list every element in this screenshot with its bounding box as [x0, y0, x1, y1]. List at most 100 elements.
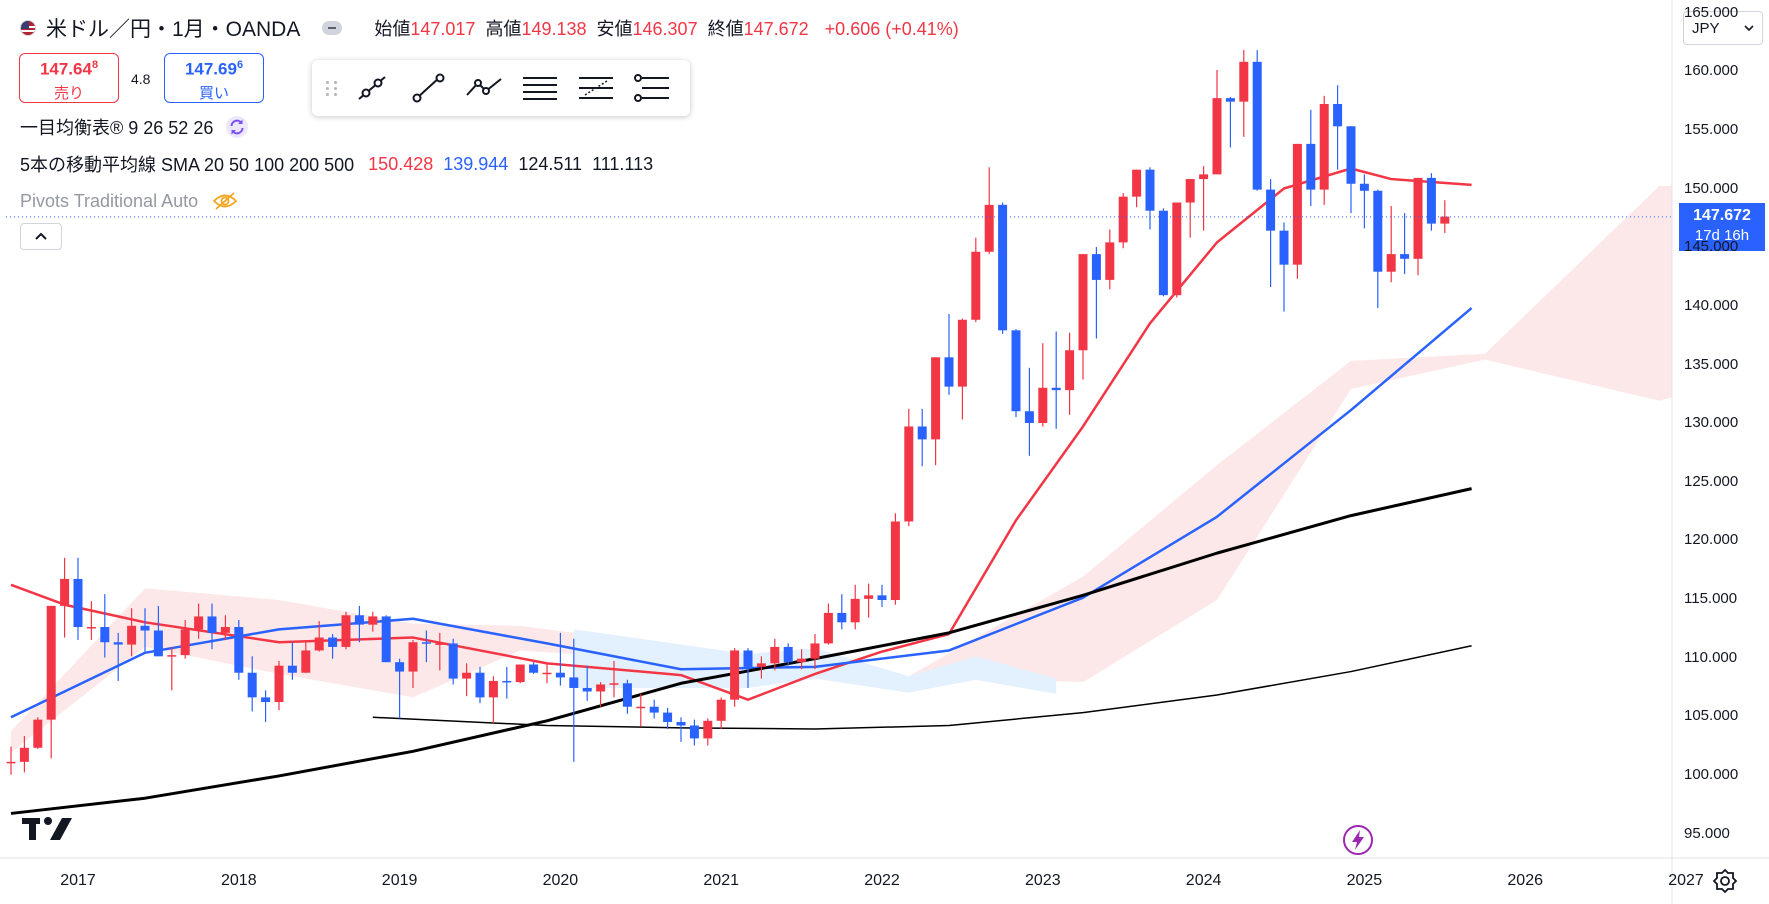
candle-body: [462, 672, 472, 679]
candle-body: [797, 658, 807, 663]
candle-body: [301, 650, 311, 673]
candle: [850, 584, 860, 630]
candle-body: [6, 761, 16, 764]
axis-settings-icon[interactable]: [1712, 868, 1738, 894]
candle: [1225, 96, 1235, 148]
y-tick-label: 95.000: [1684, 824, 1730, 842]
candle: [1440, 200, 1450, 234]
pitchfork-tool-icon[interactable]: [624, 68, 680, 108]
candle-body: [1386, 254, 1396, 272]
candle-body: [1266, 189, 1276, 231]
flash-icon[interactable]: [1342, 824, 1374, 856]
symbol-name[interactable]: 米ドル／円・1月・OANDA: [46, 18, 301, 41]
candle-body: [287, 665, 297, 673]
sma-legend[interactable]: 5本の移動平均線 SMA 20 50 100 200 500 150.428 1…: [20, 150, 653, 178]
candle: [529, 662, 539, 674]
candle-body: [1212, 98, 1222, 175]
candle: [810, 634, 820, 670]
symbol-legend: 米ドル／円・1月・OANDA 始値147.017 高値149.138 安値146…: [20, 12, 959, 44]
candle-body: [153, 630, 163, 657]
candle: [743, 648, 753, 688]
candle: [167, 646, 177, 691]
y-tick-label: 145.000: [1684, 238, 1739, 256]
currency-select[interactable]: JPY: [1683, 11, 1763, 45]
candle-body: [502, 680, 512, 683]
sell-button[interactable]: 147.648 売り: [19, 53, 119, 103]
candle: [636, 693, 646, 727]
hidden-eye-icon[interactable]: [212, 191, 238, 211]
y-tick-label: 150.000: [1684, 179, 1739, 197]
candle-body: [663, 712, 673, 722]
candle-body: [1091, 254, 1101, 280]
pivots-legend[interactable]: Pivots Traditional Auto: [20, 188, 238, 214]
drag-handle-icon[interactable]: [320, 80, 344, 96]
collapse-legend-button[interactable]: [20, 223, 62, 250]
trend-line-tool-icon[interactable]: [344, 68, 400, 108]
candle: [649, 699, 659, 719]
sma50-value: 139.944: [443, 153, 509, 174]
candle-body: [555, 672, 565, 678]
candle: [1279, 222, 1289, 312]
candle-body: [529, 664, 539, 673]
candle: [368, 611, 378, 632]
candle-body: [1413, 177, 1423, 259]
buy-button[interactable]: 147.696 買い: [164, 53, 264, 103]
candle: [609, 661, 619, 698]
candle-body: [1024, 411, 1034, 423]
candle-body: [582, 687, 592, 692]
ray-tool-icon[interactable]: [400, 68, 456, 108]
candle-body: [354, 615, 364, 625]
candle-body: [931, 357, 941, 440]
candle-body: [220, 626, 230, 633]
collapse-minus-icon[interactable]: [322, 21, 343, 35]
y-tick-label: 125.000: [1684, 472, 1739, 490]
candle-body: [636, 706, 646, 709]
refresh-icon[interactable]: [225, 115, 249, 139]
horizontal-lines-tool-icon[interactable]: [512, 68, 568, 108]
candle: [194, 603, 204, 639]
candle-body: [1440, 216, 1450, 224]
candle: [46, 605, 56, 759]
candle: [1145, 167, 1155, 230]
candle-body: [783, 646, 793, 663]
candle-body: [127, 625, 137, 645]
candle-body: [730, 650, 740, 700]
sma20-line: [10, 167, 1472, 701]
candle: [220, 615, 230, 640]
candle-body: [1346, 126, 1356, 184]
candle: [86, 601, 96, 640]
tradingview-logo-icon[interactable]: [20, 812, 76, 844]
candle: [381, 615, 391, 663]
candle-body: [1199, 174, 1209, 180]
path-tool-icon[interactable]: [456, 68, 512, 108]
sell-label: 売り: [53, 84, 84, 102]
sma100-value: 124.511: [518, 153, 583, 174]
candle-body: [1239, 61, 1249, 102]
candle: [998, 202, 1008, 334]
ichimoku-legend[interactable]: 一目均衡表® 9 26 52 26: [20, 113, 249, 141]
ohlc-values: 始値147.017 高値149.138 安値146.307 終値147.672 …: [374, 15, 958, 41]
candle: [1306, 109, 1316, 207]
fib-retracement-tool-icon[interactable]: [568, 68, 624, 108]
candle-body: [890, 521, 900, 601]
candle: [877, 584, 887, 608]
candle-body: [1306, 143, 1316, 190]
open-label: 始値: [374, 19, 411, 39]
x-tick-label: 2024: [1185, 872, 1222, 889]
candle: [663, 707, 673, 730]
candle-body: [770, 646, 780, 664]
candle-body: [756, 663, 766, 667]
candle: [770, 638, 780, 671]
candle: [261, 690, 271, 722]
candle: [596, 682, 606, 707]
candle-body: [1319, 104, 1329, 190]
y-tick-label: 120.000: [1684, 531, 1739, 549]
candle: [100, 594, 110, 658]
candle: [1239, 50, 1249, 137]
candle-body: [864, 595, 874, 599]
y-tick-label: 165.000: [1684, 3, 1739, 21]
candle-body: [194, 616, 204, 630]
candle: [1051, 331, 1061, 429]
